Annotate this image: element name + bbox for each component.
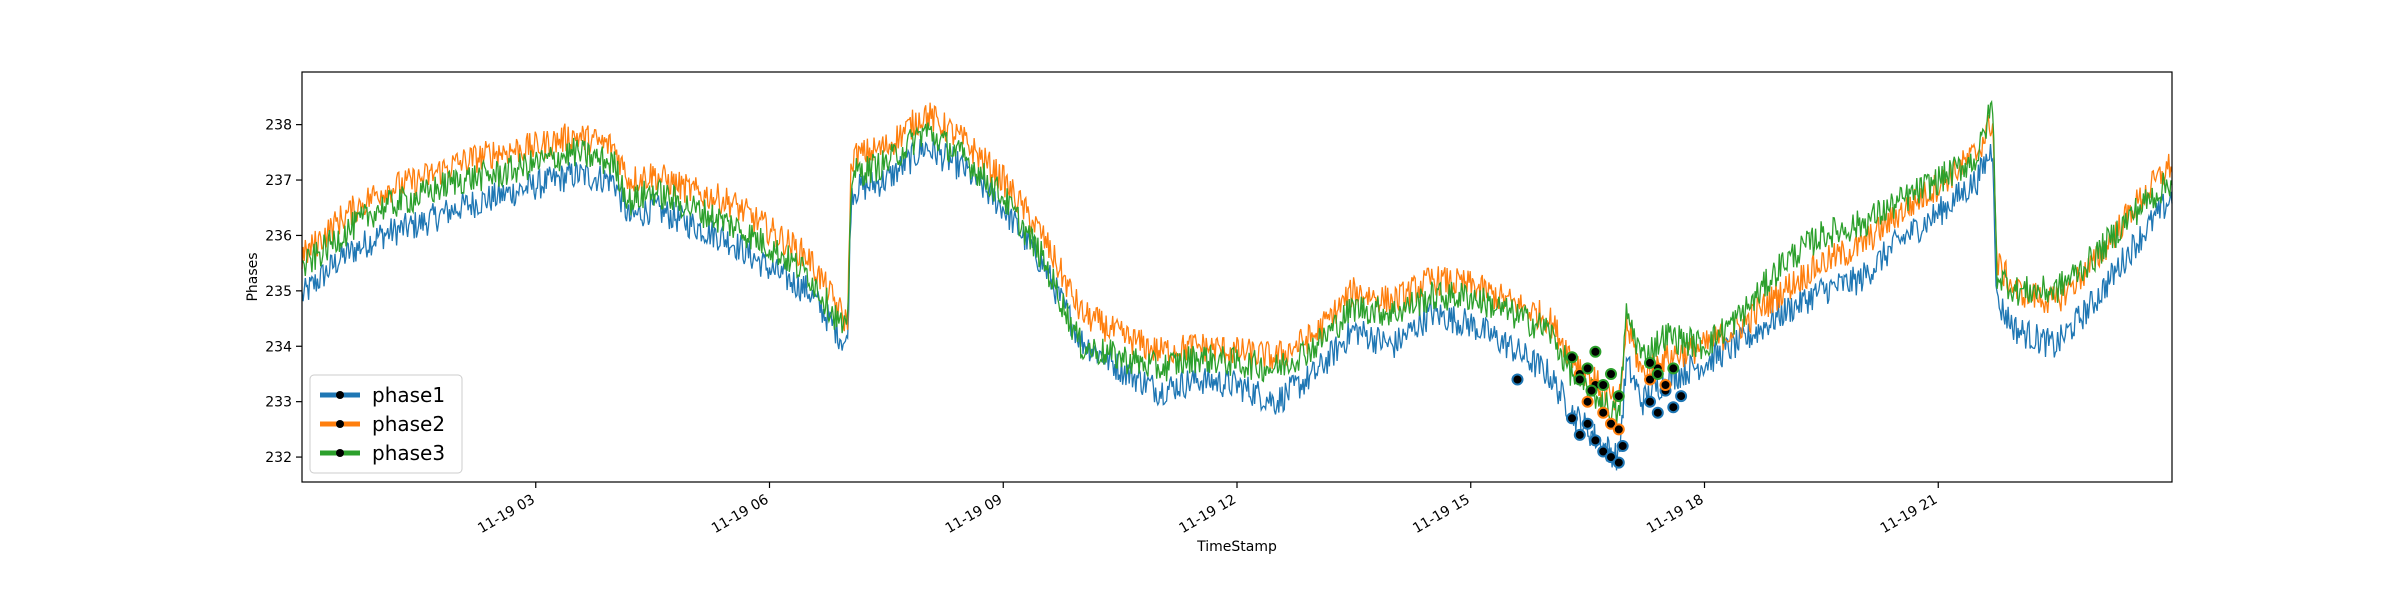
marker-point-phase1 (1573, 428, 1586, 441)
y-tick-label: 235 (265, 284, 292, 300)
y-tick-label: 236 (265, 228, 292, 244)
y-tick-label: 233 (265, 395, 292, 411)
marker-point-phase3 (1566, 351, 1578, 364)
legend: phase1 phase2 phase3 (309, 374, 463, 474)
marker-point-phase2 (1612, 423, 1625, 436)
marker-point-phase3 (1612, 390, 1625, 403)
legend-marker-phase3 (336, 449, 344, 457)
x-tick-label: 11-19 06 (709, 492, 772, 537)
marker-point-phase3 (1573, 373, 1586, 386)
y-axis-label: Phases (245, 252, 261, 301)
x-tick-label: 11-19 15 (1410, 492, 1473, 537)
series-line-phase2 (301, 102, 2173, 411)
marker-point-phase1 (1616, 440, 1629, 452)
x-tick-label: 11-19 12 (1176, 492, 1239, 537)
x-tick-label: 11-19 21 (1878, 492, 1941, 537)
marker-point-phase3 (1667, 362, 1680, 375)
marker-point-phase1 (1566, 412, 1578, 425)
x-tick-label: 11-19 03 (475, 492, 538, 537)
marker-point-phase1 (1651, 406, 1664, 419)
series-line-phase1 (301, 138, 2173, 471)
marker-point-phase2 (1605, 417, 1617, 430)
marker-point-phase2 (1659, 379, 1672, 391)
x-tick-label: 11-19 18 (1644, 492, 1707, 537)
marker-point-phase1 (1511, 373, 1524, 386)
legend-marker-phase1 (336, 391, 344, 399)
marker-point-phase2 (1644, 373, 1656, 386)
y-axis: 232 233 234 235 236 237 238 (265, 118, 302, 466)
marker-point-phase1 (1667, 401, 1680, 414)
legend-label-phase1: phase1 (372, 383, 445, 407)
series-layer (301, 99, 2173, 471)
y-tick-label: 238 (265, 118, 292, 134)
x-tick-label: 11-19 09 (943, 492, 1006, 537)
x-axis-label: TimeStamp (1196, 539, 1277, 555)
y-tick-label: 237 (265, 173, 292, 189)
y-tick-label: 234 (265, 339, 292, 355)
marker-point-phase3 (1585, 384, 1598, 397)
legend-marker-phase2 (336, 420, 344, 428)
marker-point-phase1 (1581, 417, 1594, 430)
legend-label-phase3: phase3 (372, 441, 445, 465)
marker-layer (1511, 345, 1688, 469)
series-line-phase3 (301, 99, 2173, 425)
marker-point-phase1 (1612, 456, 1625, 469)
marker-point-phase3 (1581, 362, 1594, 375)
marker-point-phase3 (1589, 345, 1602, 358)
marker-point-phase1 (1605, 451, 1617, 464)
marker-point-phase3 (1597, 379, 1610, 391)
legend-box (309, 374, 463, 474)
x-axis: 11-19 03 11-19 06 11-19 09 11-19 12 11-19 15… (475, 482, 1940, 537)
y-tick-label: 232 (265, 450, 292, 466)
marker-point-phase1 (1597, 445, 1610, 458)
marker-point-phase2 (1581, 395, 1594, 408)
marker-point-phase1 (1675, 390, 1688, 403)
marker-point-phase3 (1644, 356, 1656, 369)
legend-label-phase2: phase2 (372, 412, 445, 436)
marker-point-phase2 (1597, 406, 1610, 419)
marker-point-phase1 (1589, 434, 1602, 447)
marker-point-phase1 (1644, 395, 1656, 408)
marker-point-phase3 (1651, 368, 1664, 380)
marker-point-phase3 (1605, 368, 1617, 380)
